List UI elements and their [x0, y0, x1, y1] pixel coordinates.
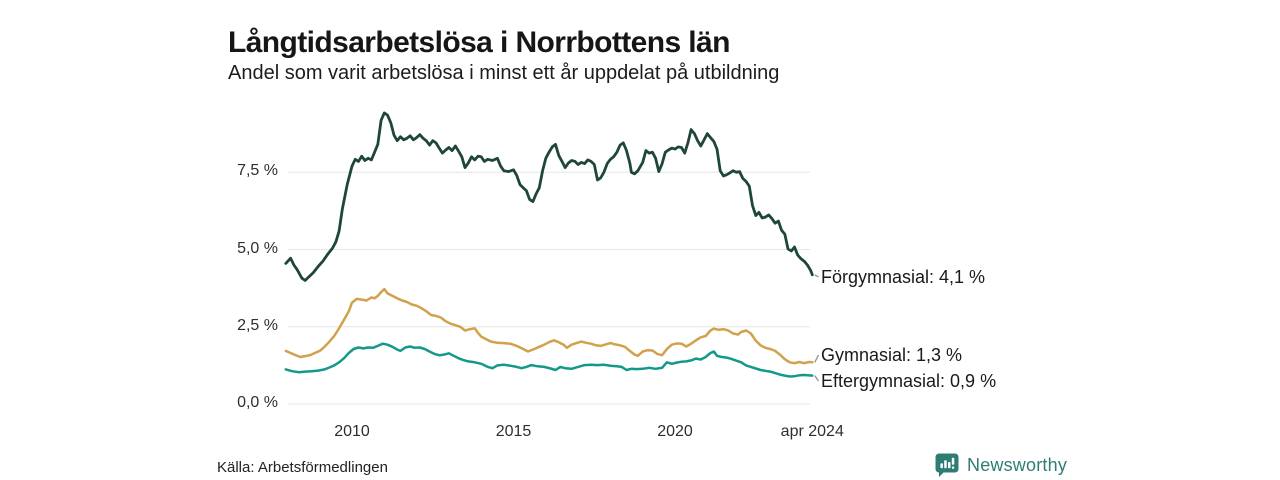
- y-tick-label: 7,5 %: [237, 162, 278, 180]
- brand-logo: Newsworthy: [934, 452, 1067, 478]
- series-line-forgymnasial: [284, 111, 814, 282]
- label-connector-eftergymnasial: [814, 375, 820, 382]
- y-tick-label: 2,5 %: [237, 316, 278, 334]
- x-tick-label: 2020: [657, 423, 693, 440]
- brand-name: Newsworthy: [967, 454, 1068, 475]
- page-subtitle: Andel som varit arbetslösa i minst ett å…: [228, 62, 780, 84]
- y-tick-label: 5,0 %: [237, 239, 278, 257]
- newsworthy-bar-chart-bubble-icon: [935, 453, 959, 477]
- label-connector-gymnasial: [814, 354, 820, 363]
- label-connector-forgymnasial: [814, 274, 819, 278]
- y-tick-label: 0,0 %: [237, 394, 278, 411]
- series-line-eftergymnasial: [284, 342, 814, 378]
- source-note: Källa: Arbetsförmedlingen: [217, 459, 388, 476]
- x-tick-label: apr 2024: [780, 423, 844, 440]
- x-tick-label: 2010: [334, 423, 370, 440]
- page-title: Långtidsarbetslösa i Norrbottens län: [228, 26, 730, 60]
- series-label-forgymnasial: Förgymnasial: 4,1 %: [821, 267, 986, 287]
- series-label-eftergymnasial: Eftergymnasial: 0,9 %: [821, 371, 997, 391]
- series-label-gymnasial: Gymnasial: 1,3 %: [821, 345, 963, 365]
- x-tick-label: 2015: [495, 423, 532, 440]
- series-line-gymnasial: [284, 287, 814, 365]
